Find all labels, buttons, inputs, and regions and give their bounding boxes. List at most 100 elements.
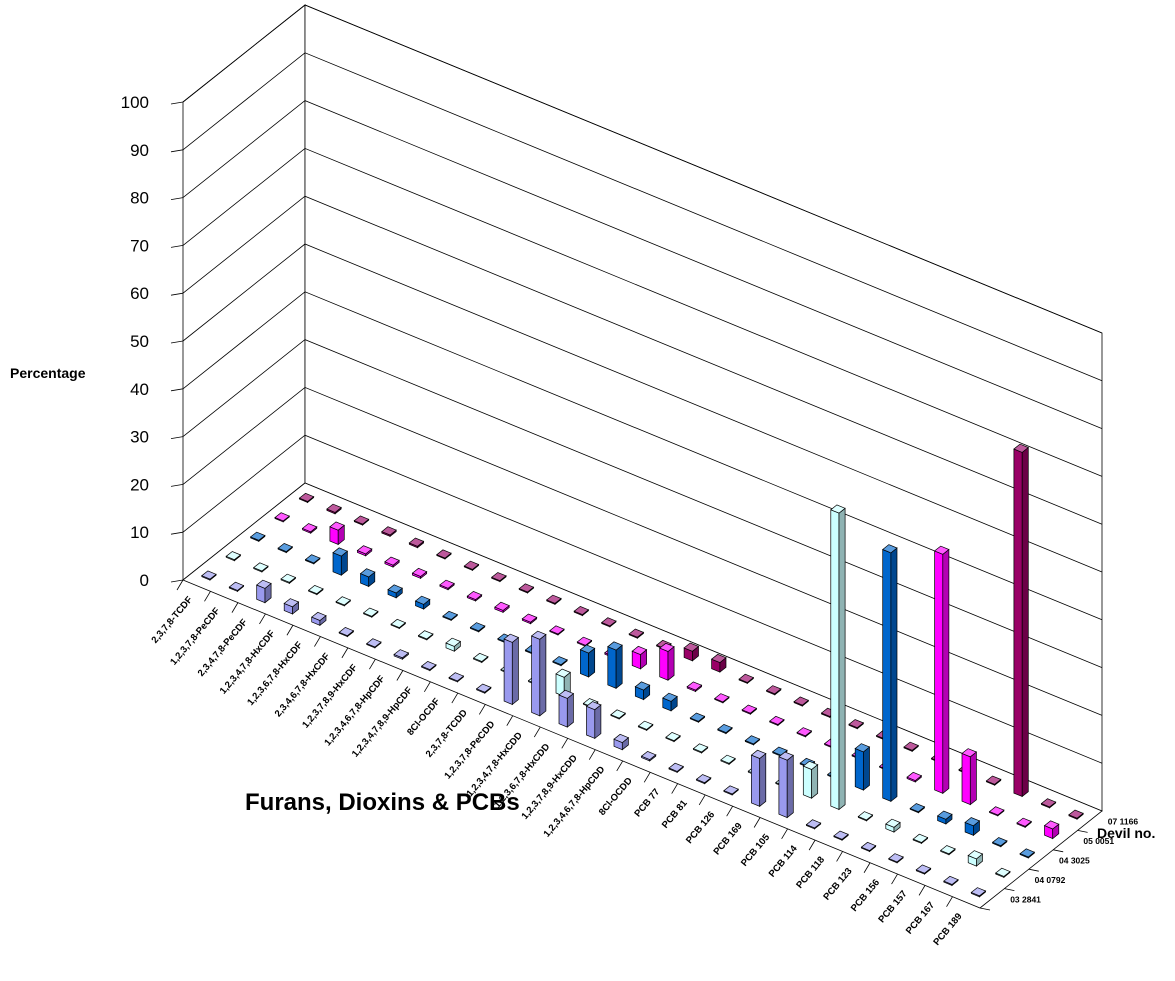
bar-top: [933, 545, 950, 555]
bar: [1016, 817, 1032, 829]
z-tick-label: 04 0792: [1035, 875, 1066, 885]
bar: [915, 864, 932, 875]
x-tick-label: PCB 118: [794, 855, 827, 891]
y-tick-label: 20: [130, 475, 149, 494]
bar: [280, 573, 297, 585]
bar-top: [995, 867, 1011, 877]
gridline: [182, 147, 1103, 477]
bar-side: [667, 645, 675, 681]
bar-top: [546, 594, 562, 604]
bar: [659, 642, 675, 681]
bar: [607, 641, 623, 690]
bar-top: [420, 660, 437, 671]
z-tick-label: 03 2841: [1010, 894, 1041, 904]
bar: [991, 837, 1008, 848]
bar-top: [414, 595, 431, 605]
bar: [833, 830, 849, 841]
bar-top: [472, 652, 489, 662]
y-tick-label: 0: [140, 571, 149, 590]
x-tick-label: 8Cl-OCDF: [405, 696, 442, 738]
x-tick-mark: [478, 704, 486, 715]
bar-side: [615, 644, 623, 690]
bar: [906, 771, 923, 783]
bar-top: [662, 692, 678, 702]
bar: [885, 818, 901, 833]
bar: [640, 750, 657, 762]
bar-top: [683, 642, 700, 652]
bar: [573, 605, 590, 617]
bar: [491, 572, 507, 583]
bar-top: [475, 683, 492, 693]
bar: [802, 760, 819, 799]
bar-front: [332, 552, 342, 576]
bar: [933, 545, 950, 795]
x-tick-mark: [918, 885, 926, 896]
bar: [448, 672, 465, 683]
x-tick-label: PCB 77: [632, 787, 662, 820]
bar-top: [442, 610, 458, 620]
bar-top: [530, 630, 547, 640]
x-tick-mark: [726, 806, 733, 817]
gridline: [182, 52, 1103, 382]
bar-top: [384, 556, 400, 566]
bar-top: [1043, 820, 1060, 830]
bar-top: [356, 545, 373, 555]
bar: [475, 683, 492, 694]
bar-top: [552, 656, 568, 666]
bar: [384, 556, 400, 568]
bar: [277, 542, 294, 554]
x-tick-mark: [808, 839, 816, 851]
bar: [961, 748, 978, 806]
bar-top: [463, 560, 480, 570]
x-tick-mark: [424, 681, 431, 692]
bar: [558, 689, 575, 728]
bar-side: [811, 763, 819, 799]
z-tick-mark: [1053, 849, 1064, 853]
bar-top: [298, 492, 315, 502]
x-tick-mark: [946, 896, 953, 907]
bar-top: [280, 573, 297, 583]
bar-top: [613, 733, 630, 744]
bar-top: [695, 774, 712, 784]
y-tick-label: 30: [130, 428, 149, 447]
bar: [463, 560, 480, 572]
bar: [436, 549, 452, 560]
bar: [610, 709, 626, 720]
bar-top: [301, 523, 318, 533]
bar: [366, 638, 382, 649]
bar: [326, 503, 342, 515]
bar: [307, 584, 324, 596]
bar-top: [381, 526, 397, 536]
bar: [201, 570, 217, 581]
bar: [1013, 443, 1029, 798]
x-tick-mark: [231, 602, 239, 613]
x-tick-label: PCB 167: [904, 900, 937, 937]
bar: [445, 637, 462, 652]
bar: [469, 622, 486, 633]
bar: [909, 803, 926, 814]
bar-top: [769, 715, 785, 725]
y-tick-label: 40: [130, 380, 149, 399]
y-tick-label: 50: [130, 332, 149, 351]
bar-top: [1068, 809, 1084, 819]
x-tick-label: PCB 105: [739, 832, 773, 869]
bar-top: [576, 636, 593, 646]
bar-top: [906, 771, 923, 782]
y-tick-mark: [170, 101, 184, 105]
bar-side: [1021, 446, 1029, 798]
bar: [420, 660, 437, 672]
bar: [298, 492, 315, 504]
bar-top: [228, 581, 245, 591]
bar: [472, 652, 489, 664]
bar-front: [580, 649, 589, 678]
bar-top: [778, 751, 794, 761]
bar: [778, 751, 794, 819]
bar-top: [689, 712, 706, 722]
bar-top: [967, 850, 984, 860]
bar-top: [326, 503, 342, 513]
bar-top: [985, 775, 1002, 785]
gridline: [182, 4, 1103, 334]
bar: [387, 584, 403, 599]
bar: [408, 537, 425, 549]
